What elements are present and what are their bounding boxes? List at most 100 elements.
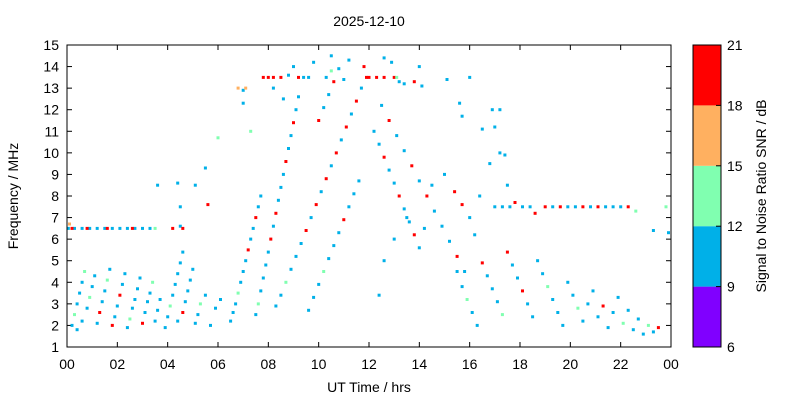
tick-marks [66,44,672,348]
data-point [299,242,303,245]
data-point [480,261,484,265]
data-point [646,323,650,327]
data-point [440,224,444,228]
data-point [118,293,122,297]
data-point [98,311,102,314]
data-point [634,209,638,213]
data-point [236,291,240,295]
data-point [123,272,127,276]
data-point [274,211,278,215]
data-point [292,121,295,125]
data-point [536,259,540,263]
data-point [589,205,592,209]
y-tick-label: 13 [43,80,59,96]
data-point [181,226,185,230]
data-point [521,205,524,209]
data-point [516,276,519,280]
data-point [611,311,615,314]
data-point [488,162,492,166]
data-point [196,313,200,317]
y-tick-label: 14 [43,59,59,75]
colorbar-band [693,226,721,287]
data-point [455,270,459,273]
data-point [176,272,180,276]
data-point [143,311,147,314]
data-point [80,226,84,230]
data-point [261,75,265,79]
x-tick-label: 16 [462,356,478,372]
colorbar-tick-label: 21 [727,37,743,53]
data-point [498,108,502,112]
data-point [203,293,207,297]
data-point [75,328,79,332]
colorbar-label: Signal to Noise Ratio SNR / dB [753,100,769,293]
data-point [261,276,265,280]
data-point [168,304,172,308]
data-point [309,216,313,220]
data-point [397,194,401,198]
data-point [244,259,248,263]
data-point [445,78,449,81]
data-point [297,95,300,99]
y-tick-label: 1 [51,339,59,355]
data-point [551,298,555,301]
data-point [178,224,182,228]
data-point [68,222,71,226]
data-point [417,246,421,250]
data-point [513,201,517,204]
data-point [382,155,386,159]
y-tick-label: 6 [51,231,59,247]
data-point [133,298,137,301]
data-point [191,267,195,271]
data-point [581,205,585,209]
x-tick-label: 04 [160,356,176,372]
data-point [110,323,114,327]
data-point [425,194,429,198]
data-point [344,125,348,129]
data-point [485,274,489,278]
data-point [281,97,285,101]
x-tick-label: 00 [663,356,679,372]
data-point [214,306,217,310]
data-point [178,261,182,265]
data-point [73,313,76,317]
colorbar-tick-label: 12 [727,218,743,234]
data-point [407,220,411,224]
data-point [289,267,293,271]
data-point [586,302,590,306]
data-point [216,136,220,140]
data-point [505,250,509,254]
x-tick-label: 08 [261,356,277,372]
data-point [324,177,328,181]
data-point [108,267,112,271]
data-point [334,151,338,155]
data-point [392,75,396,79]
data-point [422,226,426,230]
colorbar-band [693,286,721,347]
data-point [581,319,585,323]
data-point [352,192,356,196]
data-point [541,272,545,276]
data-point [130,306,134,310]
data-point [136,287,139,291]
colorbar-tick-label: 6 [727,339,735,355]
data-point [234,302,238,306]
data-point [193,183,197,187]
data-point [349,112,353,116]
y-tick-label: 3 [51,296,59,312]
data-point [183,300,187,304]
data-point [254,216,258,220]
data-point [88,295,92,299]
data-point [271,224,275,228]
data-point [193,321,197,325]
data-point [342,218,346,222]
data-point [380,103,384,107]
data-point [387,119,391,122]
data-point [621,321,625,325]
plot-frame [66,44,672,348]
data-point [354,99,358,103]
data-point [651,229,655,232]
data-point [312,295,316,299]
data-point [329,69,333,73]
